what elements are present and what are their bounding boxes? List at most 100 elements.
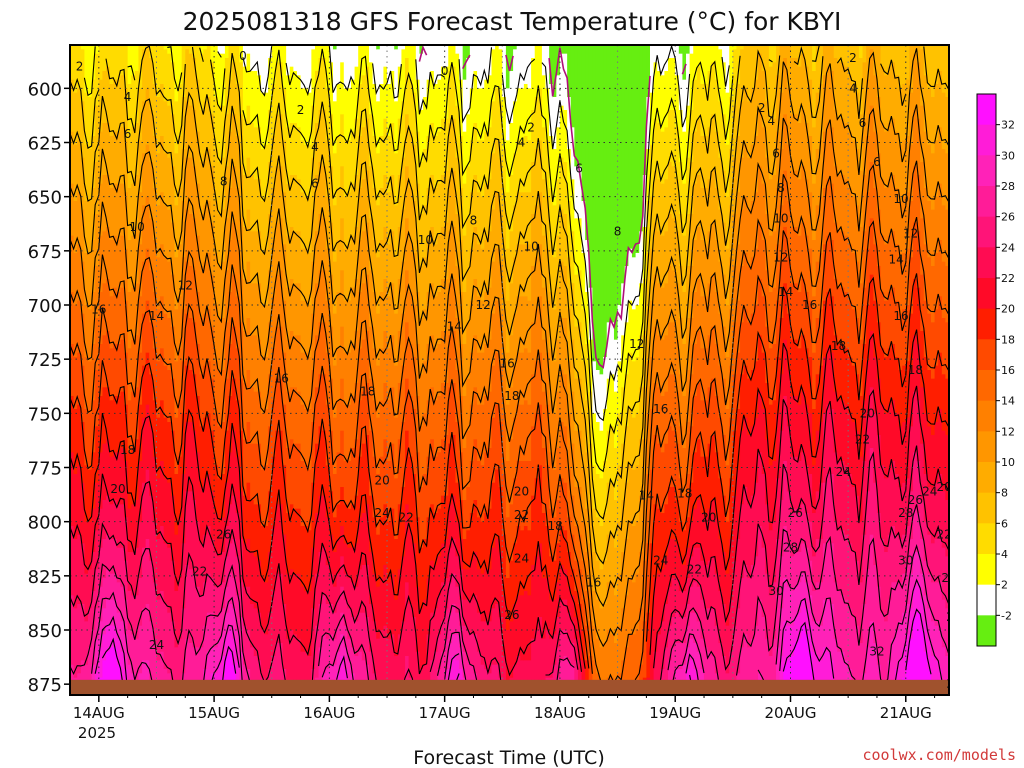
temperature-band-cell [199, 110, 204, 163]
colorbar-swatch [977, 400, 996, 432]
temperature-band-cell [559, 526, 565, 566]
temperature-band-cell [322, 595, 327, 635]
temperature-band-cell [174, 591, 179, 648]
temperature-band-cell [185, 422, 190, 492]
temperature-band-cell [520, 192, 525, 245]
temperature-band-cell [314, 175, 320, 232]
temperature-band-cell [866, 192, 871, 250]
temperature-band-cell [196, 647, 201, 695]
temperature-band-cell [192, 322, 197, 375]
temperature-band-cell [286, 573, 291, 640]
temperature-band-cell [678, 162, 684, 215]
temperature-band-cell [246, 630, 251, 670]
temperature-band-cell [804, 465, 810, 514]
temperature-band-cell [747, 266, 752, 323]
temperature-band-cell [163, 543, 168, 605]
temperature-band-cell [595, 560, 601, 601]
temperature-band-cell [473, 175, 478, 228]
temperature-band-cell [761, 183, 766, 241]
temperature-band-cell [884, 244, 889, 302]
temperature-band-cell [77, 192, 82, 245]
temperature-band-cell [912, 222, 918, 280]
temperature-band-cell [909, 426, 914, 492]
temperature-band-cell [621, 443, 626, 501]
temperature-band-cell [804, 513, 810, 549]
temperature-band-cell [412, 253, 417, 306]
temperature-band-cell [318, 552, 323, 605]
temperature-band-cell [642, 500, 647, 562]
temperature-band-cell [127, 84, 132, 137]
temperature-band-cell [531, 565, 536, 640]
temperature-band-cell [131, 595, 136, 635]
temperature-band-cell [642, 621, 647, 679]
temperature-band-cell [689, 318, 694, 375]
temperature-band-cell [142, 261, 147, 315]
temperature-band-cell [451, 573, 457, 605]
temperature-band-cell [653, 435, 658, 505]
temperature-band-cell [588, 443, 593, 501]
temperature-band-cell [635, 305, 640, 358]
temperature-band-cell [203, 534, 208, 583]
temperature-band-cell [91, 188, 96, 241]
temperature-band-cell [484, 45, 489, 81]
temperature-band-cell [178, 136, 183, 189]
temperature-band-cell [707, 651, 712, 695]
temperature-band-cell [700, 513, 705, 562]
temperature-band-cell [707, 508, 712, 562]
temperature-band-cell [635, 573, 640, 631]
temperature-band-cell [181, 543, 186, 609]
contour-label: 8 [614, 224, 622, 238]
temperature-band-cell [743, 196, 748, 254]
temperature-band-cell [347, 45, 352, 89]
temperature-band-cell [448, 231, 453, 284]
temperature-band-cell [379, 348, 385, 401]
temperature-band-cell [203, 261, 208, 315]
temperature-band-cell [700, 296, 705, 349]
temperature-band-cell [264, 248, 269, 306]
temperature-band-cell [124, 248, 129, 302]
temperature-band-cell [444, 638, 449, 670]
temperature-band-cell [113, 625, 118, 648]
temperature-band-cell [203, 45, 208, 50]
temperature-band-cell [498, 365, 503, 423]
temperature-band-cell [289, 630, 294, 692]
temperature-band-cell [167, 612, 172, 674]
temperature-band-cell [668, 110, 673, 163]
temperature-band-cell [134, 71, 140, 124]
temperature-band-cell [469, 192, 475, 250]
temperature-band-cell [840, 344, 846, 401]
temperature-band-cell [293, 283, 298, 336]
temperature-band-cell [210, 578, 215, 614]
temperature-band-cell [426, 292, 431, 345]
temperature-band-cell [797, 612, 802, 640]
temperature-band-cell [531, 426, 536, 497]
temperature-band-cell [617, 573, 622, 627]
temperature-band-cell [595, 599, 601, 640]
temperature-band-cell [869, 45, 874, 50]
temperature-band-cell [592, 552, 597, 592]
temperature-band-cell [538, 352, 543, 406]
temperature-band-cell [433, 136, 439, 189]
temperature-band-cell [851, 45, 856, 85]
temperature-band-cell [304, 248, 309, 302]
temperature-band-cell [822, 482, 828, 544]
temperature-band-cell [408, 292, 413, 345]
temperature-band-cell [480, 196, 485, 250]
temperature-band-cell [822, 413, 828, 484]
temperature-band-cell [271, 526, 276, 592]
temperature-band-cell [833, 582, 838, 640]
temperature-band-cell [372, 45, 377, 85]
temperature-band-cell [350, 344, 356, 397]
temperature-band-cell [768, 595, 774, 657]
temperature-band-cell [423, 309, 428, 362]
temperature-band-cell [361, 231, 366, 284]
temperature-band-cell [149, 110, 154, 163]
temperature-band-cell [228, 396, 233, 453]
temperature-band-cell [264, 357, 269, 410]
temperature-band-cell [77, 404, 82, 466]
temperature-band-cell [686, 578, 691, 605]
temperature-band-cell [347, 352, 352, 406]
temperature-band-cell [379, 292, 385, 349]
temperature-band-cell [830, 71, 835, 128]
temperature-band-cell [700, 599, 705, 640]
